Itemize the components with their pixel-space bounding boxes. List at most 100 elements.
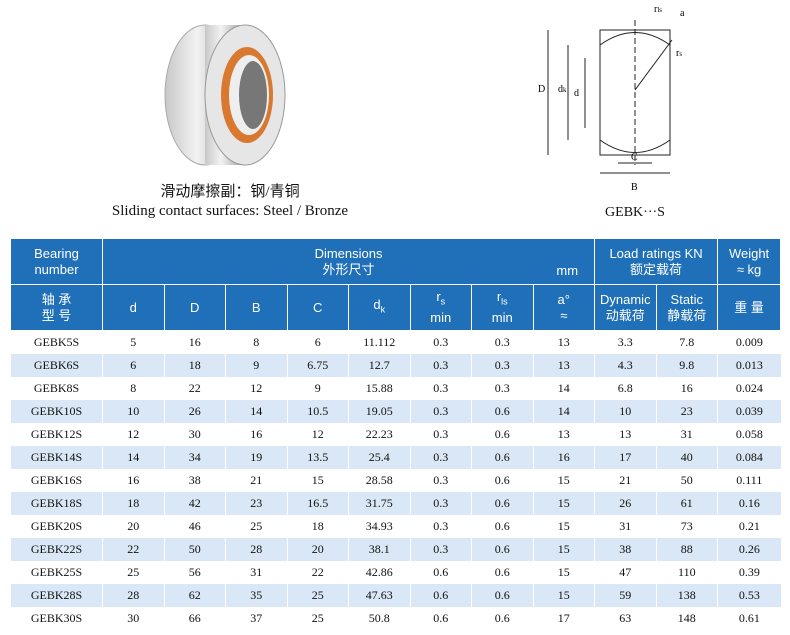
value-cell: 18 [102,492,164,515]
label-D: D [538,84,545,95]
value-cell: 0.024 [717,377,781,400]
value-cell: 6.8 [594,377,657,400]
value-cell: 10.5 [286,400,349,423]
value-cell: 7.8 [655,330,718,354]
value-cell: 19 [225,446,287,469]
value-cell: 13 [532,423,595,446]
value-cell: 12.7 [348,354,410,377]
hdr-weight: Weight ≈ kg [717,238,782,285]
value-cell: 0.3 [409,354,472,377]
value-cell: 0.6 [471,492,533,515]
value-cell: 0.3 [409,400,472,423]
hdr-D: D [163,284,226,331]
value-cell: 42 [163,492,226,515]
value-cell: 25.4 [348,446,410,469]
value-cell: 9 [286,377,349,400]
value-cell: 0.013 [717,354,781,377]
value-cell: 15 [532,515,595,538]
value-cell: 21 [225,469,287,492]
value-cell: 17 [532,607,595,630]
value-cell: 6.75 [286,354,349,377]
table-row: GEBK10S 10 26 14 10.5 19.05 0.3 0.6 14 10 23 0.039 [10,400,781,423]
table-row: GEBK28S 28 62 35 25 47.63 0.6 0.6 15 59 138 0.53 [10,584,781,607]
value-cell: 66 [163,607,226,630]
hdr-bearing: Bearing number [10,238,103,285]
model-cell: GEBK22S [10,538,103,561]
value-cell: 4.3 [594,354,657,377]
value-cell: 8 [225,330,287,354]
value-cell: 13 [532,354,595,377]
value-cell: 0.3 [409,538,472,561]
value-cell: 6 [102,354,164,377]
value-cell: 16 [102,469,164,492]
table-row: GEBK14S 14 34 19 13.5 25.4 0.3 0.6 16 17 40 0.084 [10,446,781,469]
value-cell: 47.63 [348,584,410,607]
value-cell: 0.6 [471,607,533,630]
label-a: a [680,8,685,19]
label-B: B [631,182,638,193]
model-cell: GEBK25S [10,561,103,584]
label-rs: rs [676,48,682,59]
model-cell: GEBK8S [10,377,103,400]
value-cell: 0.3 [409,492,472,515]
value-cell: 6 [286,330,349,354]
value-cell: 0.3 [409,446,472,469]
label-dk: dk [558,84,567,95]
value-cell: 0.6 [409,584,472,607]
value-cell: 61 [655,492,718,515]
figure-area: rls a rs D dk d C B 滑动摩擦副：钢/青铜 Sliding c… [0,0,790,236]
value-cell: 0.6 [471,400,533,423]
value-cell: 62 [163,584,226,607]
value-cell: 40 [655,446,718,469]
value-cell: 8 [102,377,164,400]
value-cell: 28 [225,538,287,561]
value-cell: 0.21 [717,515,781,538]
value-cell: 0.6 [471,538,533,561]
table-row: GEBK18S 18 42 23 16.5 31.75 0.3 0.6 15 26 61 0.16 [10,492,781,515]
value-cell: 9 [225,354,287,377]
value-cell: 5 [102,330,164,354]
model-cell: GEBK16S [10,469,103,492]
label-d: d [574,88,579,99]
value-cell: 12 [286,423,349,446]
value-cell: 11.112 [348,330,410,354]
table-row: GEBK16S 16 38 21 15 28.58 0.3 0.6 15 21 50 0.111 [10,469,781,492]
value-cell: 20 [102,515,164,538]
value-cell: 0.3 [471,354,533,377]
hdr-static: Static 静载荷 [655,284,719,331]
value-cell: 15 [532,538,595,561]
table-row: GEBK30S 30 66 37 25 50.8 0.6 0.6 17 63 148 0.61 [10,607,781,630]
hdr-load: Load ratings KN 额定载荷 [594,238,719,285]
value-cell: 63 [594,607,657,630]
value-cell: 25 [225,515,287,538]
value-cell: 50 [655,469,718,492]
value-cell: 16 [163,330,226,354]
value-cell: 14 [102,446,164,469]
value-cell: 0.058 [717,423,781,446]
value-cell: 13.5 [286,446,349,469]
value-cell: 0.3 [409,515,472,538]
value-cell: 25 [286,607,349,630]
value-cell: 0.53 [717,584,781,607]
value-cell: 20 [286,538,349,561]
value-cell: 31 [594,515,657,538]
value-cell: 47 [594,561,657,584]
value-cell: 25 [102,561,164,584]
model-cell: GEBK28S [10,584,103,607]
value-cell: 0.16 [717,492,781,515]
value-cell: 56 [163,561,226,584]
value-cell: 0.009 [717,330,781,354]
hdr-model: 轴 承型 号 [10,284,103,331]
model-cell: GEBK20S [10,515,103,538]
value-cell: 138 [655,584,718,607]
value-cell: 31 [225,561,287,584]
value-cell: 88 [655,538,718,561]
value-cell: 13 [594,423,657,446]
label-C: C [631,152,638,163]
value-cell: 23 [225,492,287,515]
value-cell: 16 [225,423,287,446]
value-cell: 14 [225,400,287,423]
hdr-rls: rls min [471,284,534,331]
value-cell: 25 [286,584,349,607]
value-cell: 17 [594,446,657,469]
